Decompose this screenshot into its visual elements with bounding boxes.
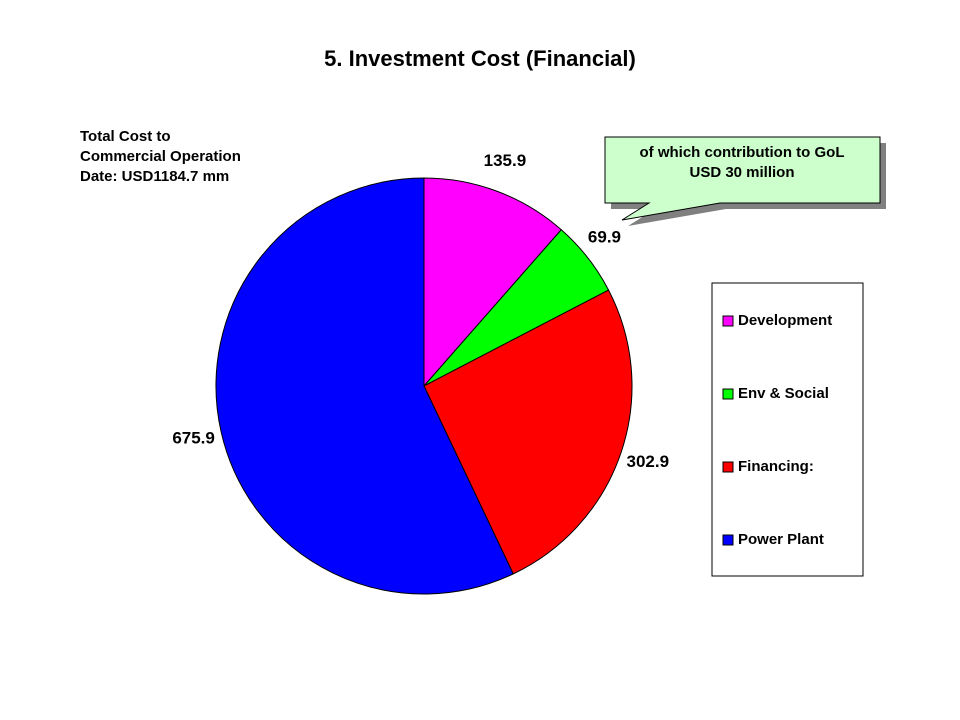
legend-swatch (722, 315, 734, 327)
legend-label: Env & Social (738, 385, 829, 402)
legend: Development Env & Social Financing: Power P… (722, 312, 832, 548)
note-line: Date: USD1184.7 mm (80, 168, 229, 185)
data-label: 675.9 (172, 428, 215, 447)
legend-box (711, 282, 864, 577)
pie: 135.9 69.9 302.9 675.9 (172, 151, 670, 595)
callout-line: of which contribution to GoL (640, 144, 845, 161)
note-line: Commercial Operation (80, 148, 241, 165)
pie-slice (423, 177, 562, 388)
legend-swatch (722, 534, 734, 546)
legend-swatch (722, 461, 734, 473)
legend-label: Financing: (738, 458, 814, 475)
callout: of which contribution to GoL USD 30 mill… (604, 136, 886, 226)
data-label: 69.9 (588, 227, 621, 246)
data-label: 302.9 (627, 452, 670, 471)
legend-swatch (722, 388, 734, 400)
pie-slice (215, 177, 514, 595)
chart-title: 5. Investment Cost (Financial) (324, 46, 636, 71)
data-label: 135.9 (484, 151, 527, 170)
note-line: Total Cost to (80, 128, 171, 145)
callout-box (604, 136, 881, 221)
pie-slice (423, 289, 633, 575)
legend-label: Power Plant (738, 531, 824, 548)
callout-line: USD 30 million (689, 164, 794, 181)
legend-label: Development (738, 312, 832, 329)
note: Total Cost to Commercial Operation Date: U… (80, 128, 241, 185)
